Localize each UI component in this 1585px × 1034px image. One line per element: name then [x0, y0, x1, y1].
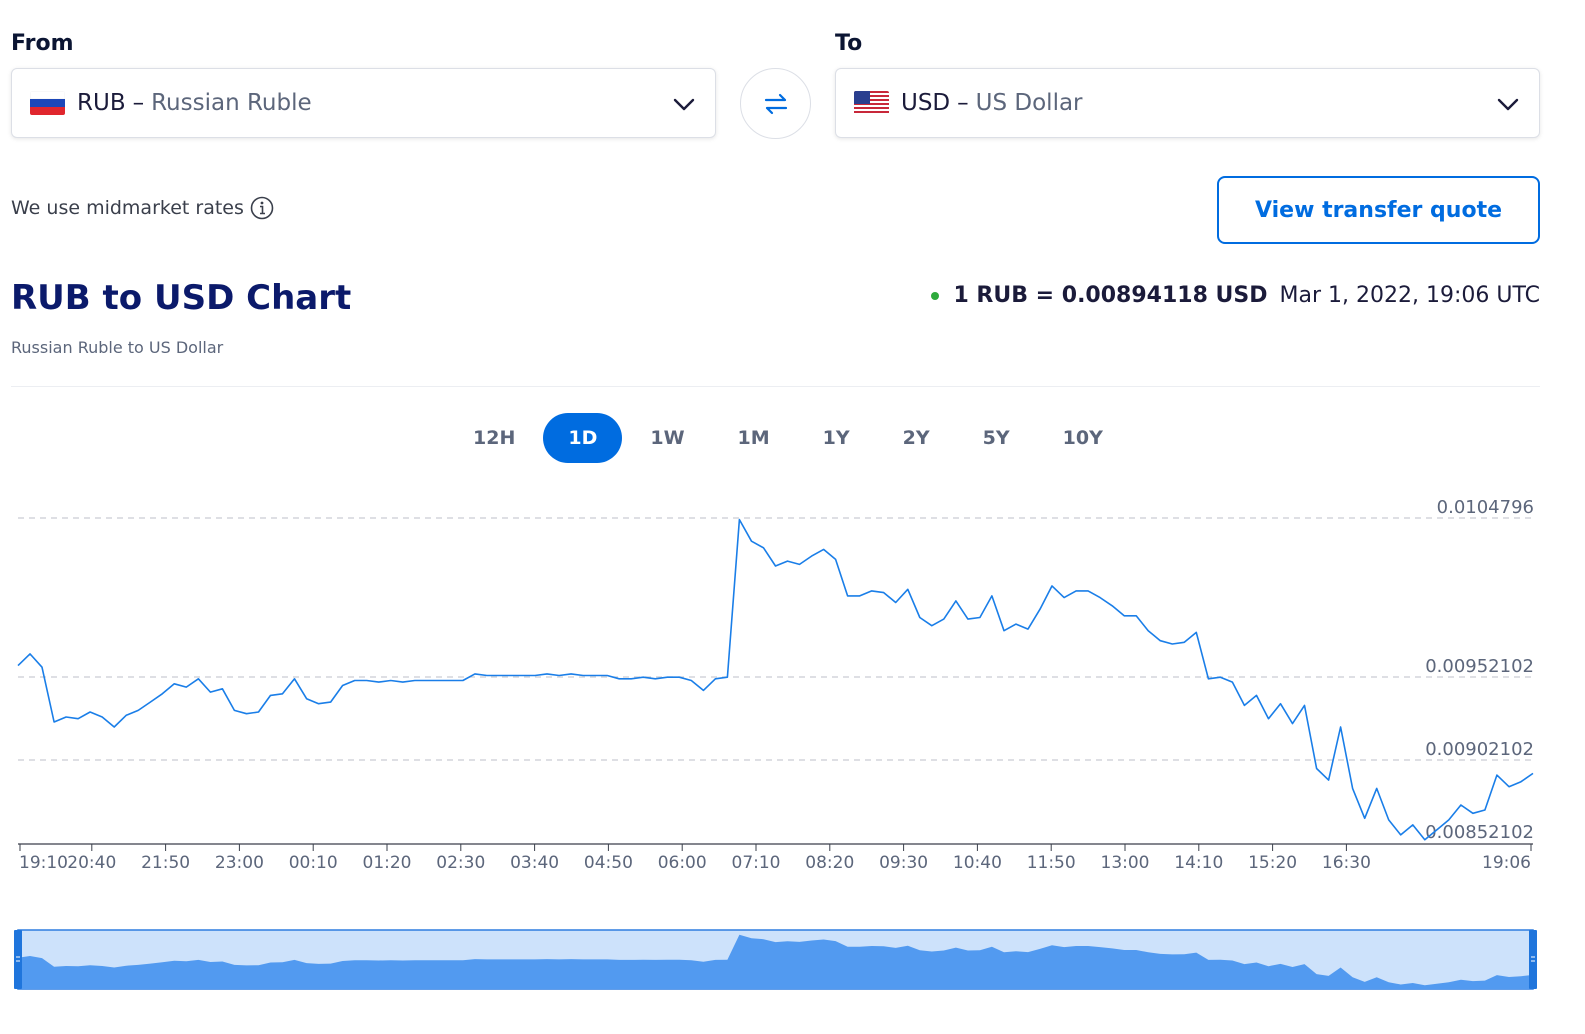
chart-title: RUB to USD Chart	[11, 278, 352, 318]
x-tick-label: 00:10	[289, 853, 338, 873]
x-tick-label: 11:50	[1027, 853, 1076, 873]
tab-5y[interactable]: 5Y	[982, 427, 1010, 449]
swap-arrows-icon	[764, 93, 787, 114]
x-tick-label: 01:20	[363, 853, 412, 873]
x-tick-label: 02:30	[436, 853, 485, 873]
tab-2y[interactable]: 2Y	[902, 427, 930, 449]
tab-1m[interactable]: 1M	[737, 427, 770, 449]
chevron-down-icon	[673, 98, 695, 111]
x-tick-label: 21:50	[141, 853, 190, 873]
x-tick-label: 06:00	[658, 853, 707, 873]
y-tick-label: 0.0104796	[1437, 497, 1534, 518]
x-tick-label: 19:06	[1482, 853, 1531, 873]
midmarket-text: We use midmarket rates	[11, 197, 244, 219]
swap-currencies-button[interactable]	[740, 68, 811, 139]
tab-1w[interactable]: 1W	[650, 427, 685, 449]
x-tick-label: 08:20	[805, 853, 854, 873]
usa-flag-icon	[854, 91, 889, 115]
x-tick-label: 04:50	[584, 853, 633, 873]
from-separator: –	[132, 90, 145, 116]
from-currency-select[interactable]: RUB – Russian Ruble	[11, 68, 716, 138]
tab-12h[interactable]: 12H	[473, 427, 516, 449]
info-icon[interactable]	[250, 196, 274, 220]
current-rate: 1 RUB = 0.00894118 USD Mar 1, 2022, 19:0…	[931, 283, 1540, 308]
to-currency-select[interactable]: USD – US Dollar	[835, 68, 1540, 138]
from-label: From	[11, 31, 74, 56]
y-tick-label: 0.00952102	[1425, 656, 1534, 677]
russia-flag-icon	[30, 91, 65, 115]
x-tick-label: 09:30	[879, 853, 928, 873]
x-tick-label: 15:20	[1248, 853, 1297, 873]
divider	[11, 386, 1540, 387]
to-currency-code: USD	[901, 90, 951, 116]
from-currency-name: Russian Ruble	[151, 90, 312, 116]
navigator-window[interactable]	[17, 929, 1534, 990]
rate-series-line	[17, 518, 1534, 841]
x-tick-label: 16:30	[1322, 853, 1371, 873]
view-transfer-quote-button[interactable]: View transfer quote	[1217, 176, 1540, 244]
rate-value: 1 RUB = 0.00894118 USD	[953, 283, 1268, 308]
navigator-area	[18, 934, 1533, 989]
x-tick-label: 13:00	[1101, 853, 1150, 873]
x-tick-label: 03:40	[510, 853, 559, 873]
x-tick-label: 14:10	[1174, 853, 1223, 873]
x-tick-label: 23:00	[215, 853, 264, 873]
live-dot-icon	[931, 291, 940, 300]
y-tick-label: 0.00902102	[1425, 739, 1534, 760]
navigator-right-handle[interactable]	[1529, 930, 1537, 989]
tab-1y[interactable]: 1Y	[822, 427, 850, 449]
chart-subtitle: Russian Ruble to US Dollar	[11, 338, 224, 357]
navigator-left-handle[interactable]	[14, 930, 22, 989]
to-separator: –	[957, 90, 969, 116]
tab-10y[interactable]: 10Y	[1062, 427, 1103, 449]
to-label: To	[835, 31, 863, 56]
rate-timestamp: Mar 1, 2022, 19:06 UTC	[1279, 283, 1540, 308]
y-tick-label: 0.00852102	[1425, 822, 1534, 843]
time-range-tabs: 12H 1D 1W 1M 1Y 2Y 5Y 10Y	[448, 413, 1131, 463]
chevron-down-icon	[1497, 98, 1519, 111]
to-currency-name: US Dollar	[975, 90, 1083, 116]
x-tick-label: 19:10	[19, 853, 68, 873]
x-tick-label: 10:40	[953, 853, 1002, 873]
from-currency-code: RUB	[77, 90, 126, 116]
tab-1d[interactable]: 1D	[543, 413, 623, 463]
midmarket-note: We use midmarket rates	[11, 196, 274, 220]
x-tick-label: 20:40	[67, 853, 116, 873]
x-tick-label: 07:10	[732, 853, 781, 873]
